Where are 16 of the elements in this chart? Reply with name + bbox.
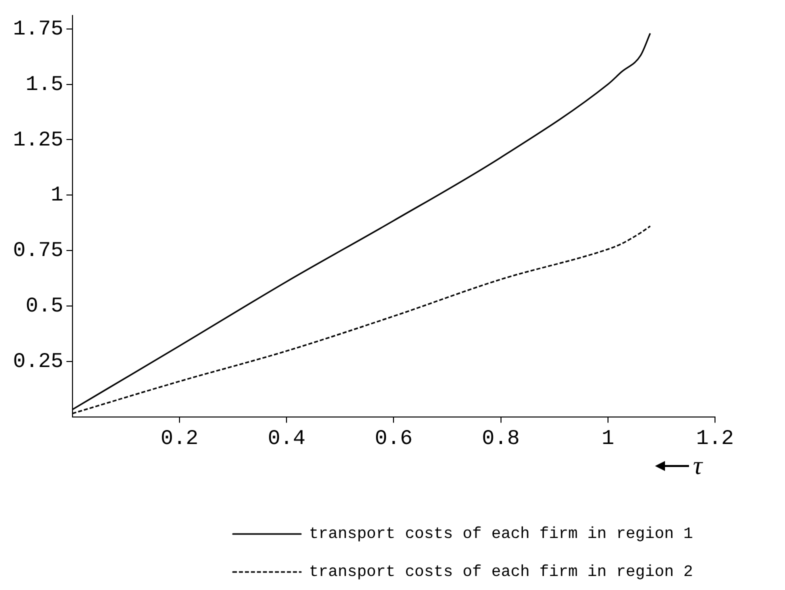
y-tick-label: 1.75 bbox=[12, 18, 64, 42]
legend-label: transport costs of each firm in region 1 bbox=[308, 525, 693, 544]
y-tick-label: 1.5 bbox=[26, 74, 64, 97]
x-axis-title: τ bbox=[693, 450, 702, 481]
y-tick-label: 1.25 bbox=[12, 129, 64, 152]
y-tick-label: 0.75 bbox=[12, 240, 64, 264]
legend-label: transport costs of each firm in region 2 bbox=[308, 563, 693, 582]
x-tick-label: 0.8 bbox=[482, 428, 520, 451]
x-tick-label: 0.6 bbox=[374, 428, 413, 451]
y-tick-label: 0.25 bbox=[12, 350, 64, 374]
y-tick-label: 0.5 bbox=[26, 296, 64, 319]
x-tick-label: 0.4 bbox=[268, 428, 306, 451]
x-tick-label: 0.2 bbox=[160, 428, 198, 451]
y-tick-label: 1 bbox=[50, 184, 64, 208]
x-tick-label: 1.2 bbox=[696, 428, 734, 451]
x-tick-label: 1 bbox=[602, 428, 614, 451]
